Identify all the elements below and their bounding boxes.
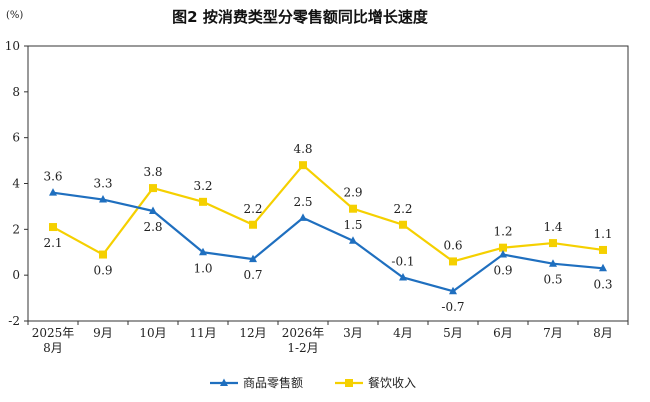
data-point [49, 223, 57, 232]
data-label: 1.0 [193, 261, 212, 275]
data-point [549, 239, 557, 248]
data-label: 3.8 [143, 165, 162, 179]
data-point [149, 184, 157, 193]
x-tick-label: 7月 [543, 326, 563, 340]
plot-frame [27, 45, 629, 322]
x-tick-label: 9月 [93, 326, 113, 340]
data-point [399, 272, 407, 281]
data-point [499, 250, 507, 258]
y-unit-label: (%) [6, 10, 23, 21]
x-tick-label: 4月 [393, 326, 413, 340]
y-tick-label: 0 [12, 268, 20, 282]
data-label: 1.4 [543, 220, 562, 234]
plot-border [27, 45, 629, 322]
data-label: 2.8 [143, 220, 162, 234]
data-label: 0.5 [543, 273, 562, 287]
data-point [199, 197, 207, 206]
series-line [52, 164, 604, 263]
y-tick-label: 10 [5, 39, 20, 53]
x-axis: 2025年 8月 9月 10月 11月 12月 2026年 1-2月 3月 4月 5月 6月 7月 8月 [27, 321, 629, 355]
data-point [399, 220, 407, 229]
data-label: 0.6 [443, 238, 462, 252]
data-point [149, 206, 157, 214]
x-tick-label: 6月 [493, 326, 513, 340]
x-tick-label: 2025年 8月 [32, 326, 75, 355]
legend-marker [345, 379, 353, 387]
legend-label: 餐饮收入 [368, 375, 416, 390]
x-tick-label: 5月 [443, 326, 463, 340]
y-axis: 10 8 6 4 2 0 -2 [5, 39, 28, 328]
data-point [299, 161, 307, 170]
series-layer: 2.10.93.83.22.24.82.92.20.61.2 1.4 1.13.6 3… [43, 142, 612, 314]
x-tick-label: 10月 [139, 326, 166, 340]
data-label: 1.1 [593, 227, 612, 241]
y-tick-label: 8 [12, 85, 20, 99]
data-label: 2.2 [243, 202, 262, 216]
series-line [52, 191, 604, 293]
data-label: 0.7 [243, 268, 262, 282]
data-point [249, 254, 257, 263]
data-label: 0.9 [93, 264, 112, 278]
x-tick-label: 2026年 1-2月 [282, 326, 325, 355]
x-tick-label: 8月 [593, 326, 613, 340]
data-label: 3.6 [43, 170, 62, 184]
data-label: 2.5 [293, 195, 312, 209]
series-retail: 3.6 3.3 2.8 1.0 0.7 2.5 1.5 -0.1 -0.7 0.9 0.5 0.3 [43, 170, 612, 315]
x-tick-label: 12月 [239, 326, 266, 340]
series-catering: 2.1 0.9 3.8 3.2 2.2 4.8 2.9 2.2 0.6 1.2 1.4 1.1 [43, 142, 612, 277]
legend: 商品零售额 餐饮收入 [210, 375, 416, 390]
data-label: 0.9 [493, 264, 512, 278]
data-label: 1.5 [343, 218, 362, 232]
y-tick-label: -2 [8, 314, 20, 328]
data-label: 4.8 [293, 142, 312, 156]
legend-marker [220, 378, 228, 386]
data-point [199, 247, 207, 256]
data-point [249, 220, 257, 229]
data-point [549, 259, 557, 267]
data-label: 2.2 [393, 202, 412, 216]
data-label: 1.2 [493, 225, 512, 239]
data-point [299, 213, 307, 221]
data-point [349, 236, 357, 244]
data-point [499, 243, 507, 252]
legend-item: 餐饮收入 [335, 375, 416, 390]
data-label: 3.3 [93, 177, 112, 191]
data-label: 2.9 [343, 186, 362, 200]
y-tick-label: 6 [12, 131, 20, 145]
data-label: 2.1 [43, 236, 62, 250]
data-point [599, 245, 607, 254]
chart-title: 图2 按消费类型分零售额同比增长速度 [172, 8, 429, 26]
y-tick-label: 2 [12, 222, 20, 236]
data-label: 0.3 [593, 277, 612, 291]
y-tick-label: 4 [12, 177, 20, 191]
legend-label: 商品零售额 [243, 375, 303, 390]
data-label: -0.1 [391, 254, 414, 268]
data-point [349, 204, 357, 213]
data-point [49, 188, 57, 196]
legend-item: 商品零售额 [210, 375, 303, 390]
data-point [449, 257, 457, 266]
data-point [599, 263, 607, 272]
data-point [449, 286, 457, 295]
x-tick-label: 3月 [343, 326, 363, 340]
data-point [99, 250, 107, 259]
x-tick-label: 11月 [189, 326, 216, 340]
data-point [99, 195, 107, 203]
data-label: -0.7 [441, 300, 464, 314]
data-label: 3.2 [193, 179, 212, 193]
